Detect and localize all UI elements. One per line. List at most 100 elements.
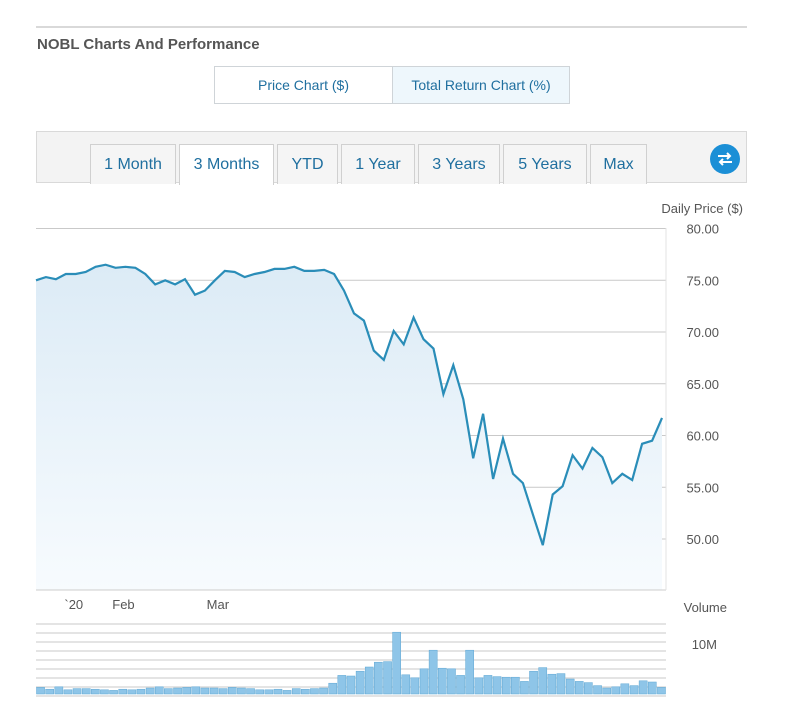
- volume-bar: [63, 689, 73, 695]
- volume-bar: [191, 686, 201, 695]
- volume-bar: [529, 670, 538, 695]
- volume-bar: [209, 687, 219, 695]
- volume-bar: [273, 688, 283, 695]
- volume-bar: [36, 687, 45, 695]
- section-title: NOBL Charts And Performance: [37, 36, 260, 53]
- volume-bar: [483, 675, 493, 695]
- volume-bar: [337, 675, 347, 695]
- volume-bar: [410, 677, 420, 695]
- volume-bar: [127, 689, 137, 695]
- volume-bar: [227, 687, 237, 695]
- volume-bar: [401, 674, 411, 695]
- price-tick-label: 60.00: [686, 429, 719, 444]
- volume-bar: [182, 687, 191, 695]
- volume-bar: [456, 675, 465, 695]
- price-tick-label: 50.00: [686, 532, 719, 547]
- volume-bar: [611, 686, 621, 695]
- volume-bar: [200, 687, 210, 695]
- volume-bar: [109, 690, 118, 695]
- volume-bar: [255, 689, 264, 695]
- volume-bar: [100, 689, 109, 695]
- price-tick-label: 80.00: [686, 222, 719, 237]
- volume-bar: [328, 682, 338, 695]
- price-tick-label: 55.00: [686, 480, 719, 495]
- volume-bars: [36, 631, 666, 695]
- volume-bar: [81, 688, 91, 695]
- total-return-chart-button[interactable]: Total Return Chart (%): [393, 66, 570, 104]
- volume-bar: [164, 688, 173, 695]
- price-axis-label: Daily Price ($): [661, 201, 743, 216]
- range-tab-3-years[interactable]: 3 Years: [418, 144, 500, 184]
- volume-bar: [593, 685, 602, 695]
- volume-bar: [602, 687, 611, 695]
- volume-bar: [319, 687, 328, 695]
- volume-bar: [346, 675, 356, 695]
- volume-bar: [547, 673, 557, 695]
- range-tab-3-months[interactable]: 3 Months: [179, 144, 274, 185]
- volume-bar: [556, 673, 566, 695]
- volume-tick-label: 10M: [692, 637, 717, 652]
- range-tab-1-month[interactable]: 1 Month: [90, 144, 176, 184]
- x-tick-label: Mar: [207, 597, 230, 612]
- price-area: [36, 264, 662, 590]
- volume-bar: [364, 666, 374, 695]
- top-divider: [36, 26, 747, 28]
- volume-bar: [647, 681, 657, 695]
- volume-bar: [584, 682, 593, 695]
- volume-bar: [638, 680, 648, 695]
- volume-bar: [237, 687, 246, 695]
- volume-bar: [54, 686, 64, 695]
- volume-bar: [291, 688, 301, 695]
- volume-bar: [629, 685, 639, 695]
- volume-bar: [264, 689, 274, 695]
- swap-button[interactable]: [710, 144, 740, 174]
- volume-bar: [565, 678, 575, 695]
- x-tick-label: `20: [64, 597, 83, 612]
- price-tick-label: 70.00: [686, 325, 719, 340]
- volume-bar: [447, 668, 456, 695]
- volume-bar: [246, 688, 255, 695]
- volume-bar: [419, 668, 429, 695]
- range-tab-ytd[interactable]: YTD: [277, 144, 338, 184]
- volume-bar: [465, 649, 474, 695]
- volume-bar: [355, 670, 365, 695]
- volume-bar: [392, 631, 401, 695]
- volume-bar: [173, 687, 182, 695]
- x-tick-label: Feb: [112, 597, 134, 612]
- volume-bar: [310, 688, 319, 695]
- volume-bar: [282, 690, 292, 695]
- volume-bar: [72, 688, 82, 695]
- volume-bar: [501, 676, 511, 695]
- volume-bar: [218, 688, 228, 695]
- volume-bar: [538, 667, 548, 695]
- volume-bar: [492, 676, 502, 695]
- volume-bar: [574, 681, 584, 695]
- volume-bar: [520, 681, 529, 695]
- volume-bar: [657, 687, 666, 695]
- range-tab-1-year[interactable]: 1 Year: [341, 144, 415, 184]
- range-tab-5-years[interactable]: 5 Years: [503, 144, 587, 184]
- volume-bar: [428, 649, 438, 695]
- x-axis: `20 Feb Mar: [64, 597, 229, 612]
- price-line: [35, 263, 664, 546]
- volume-bar: [145, 687, 155, 695]
- price-chart-button[interactable]: Price Chart ($): [214, 66, 393, 104]
- price-tick-label: 65.00: [686, 377, 719, 392]
- volume-bar: [45, 688, 54, 695]
- price-y-axis: 80.00 75.00 70.00 65.00 60.00 55.00 50.00: [686, 222, 719, 548]
- volume-y-axis: 10M: [692, 637, 717, 652]
- volume-bar: [301, 688, 310, 695]
- volume-axis-label: Volume: [684, 600, 727, 615]
- volume-bar: [118, 688, 128, 695]
- volume-bar: [136, 688, 146, 695]
- swap-arrows-icon: [718, 152, 732, 166]
- volume-bar: [383, 661, 392, 695]
- volume-bar: [620, 683, 630, 695]
- volume-bar: [511, 676, 520, 695]
- volume-bar: [91, 688, 100, 695]
- volume-bar: [437, 667, 447, 695]
- range-tab-max[interactable]: Max: [590, 144, 647, 184]
- price-tick-label: 75.00: [686, 273, 719, 288]
- volume-bar: [154, 686, 164, 695]
